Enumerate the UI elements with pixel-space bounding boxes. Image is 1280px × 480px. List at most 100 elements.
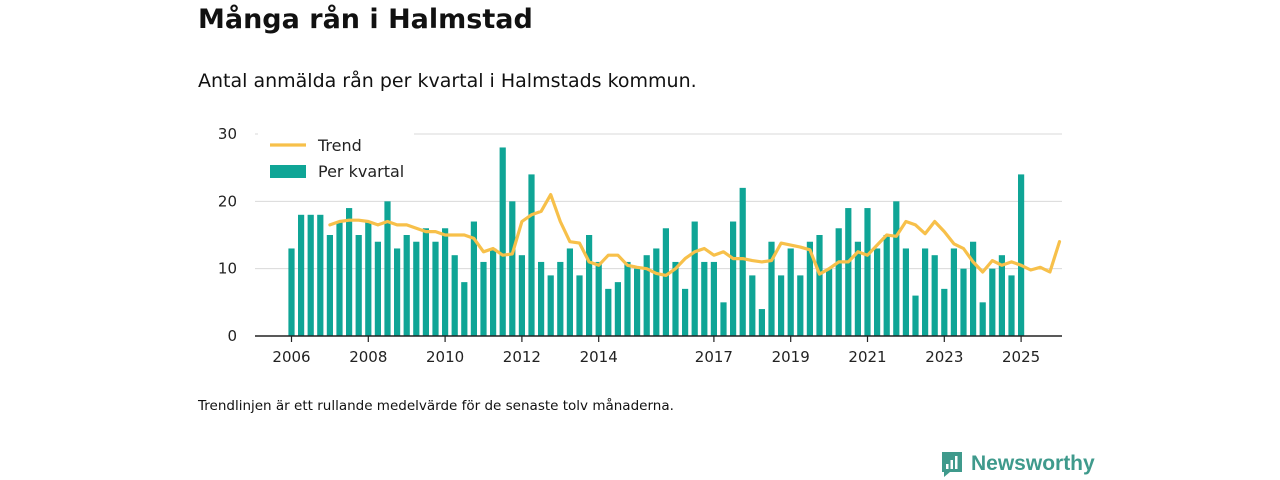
bar [374, 241, 381, 336]
bar [528, 174, 535, 336]
legend-swatch-bars [270, 165, 306, 178]
bar [758, 309, 765, 336]
bar [989, 268, 996, 336]
chart-subtitle: Antal anmälda rån per kvartal i Halmstad… [198, 70, 697, 92]
bar [931, 255, 938, 336]
chart-area: 0 10 20 30 2006 2008 2010 2012 2014 2017 2019 2021 2… [218, 125, 1062, 366]
bar [586, 235, 593, 336]
bar [557, 261, 564, 336]
legend-label-trend: Trend [317, 136, 362, 155]
bar [605, 288, 612, 336]
bar [730, 221, 737, 336]
bar [566, 248, 573, 336]
bar [653, 248, 660, 336]
bar [509, 201, 516, 336]
bar [365, 221, 372, 336]
bar [576, 275, 583, 336]
trend-line [328, 193, 1062, 277]
bar [470, 221, 477, 336]
bar [422, 228, 429, 336]
x-tick-label: 2021 [848, 348, 886, 366]
bar [451, 255, 458, 336]
bar [403, 235, 410, 336]
bar [413, 241, 420, 336]
bar [691, 221, 698, 336]
bar [701, 261, 708, 336]
bar [835, 228, 842, 336]
bar-series [288, 147, 1025, 336]
bar [816, 235, 823, 336]
bar [307, 214, 314, 336]
x-tick-label: 2019 [772, 348, 810, 366]
bar [336, 221, 343, 336]
bar [979, 302, 986, 336]
bar [845, 208, 852, 336]
bar [662, 228, 669, 336]
x-tick-label: 2008 [349, 348, 387, 366]
bar [778, 275, 785, 336]
bar [394, 248, 401, 336]
chart-title: Många rån i Halmstad [198, 4, 533, 35]
bar [384, 201, 391, 336]
bar [480, 261, 487, 336]
bar [634, 268, 641, 336]
x-tick-label: 2012 [503, 348, 541, 366]
bar [432, 241, 439, 336]
y-tick-label: 20 [218, 192, 237, 210]
bar [346, 208, 353, 336]
bar [499, 147, 506, 336]
bar [854, 241, 861, 336]
x-tick-label: 2017 [695, 348, 733, 366]
bar [710, 261, 717, 336]
bar [970, 241, 977, 336]
bar [461, 282, 468, 336]
bar [720, 302, 727, 336]
x-tick-label: 2006 [272, 348, 310, 366]
bar [960, 268, 967, 336]
bar [826, 268, 833, 336]
legend-label-bars: Per kvartal [318, 162, 404, 181]
bar [874, 248, 881, 336]
brand-logo: Newsworthy [940, 450, 1095, 478]
bar [490, 248, 497, 336]
legend: Trend Per kvartal [258, 131, 414, 187]
footnote: Trendlinjen är ett rullande medelvärde f… [198, 398, 674, 414]
trend-series [328, 193, 1062, 277]
bar [922, 248, 929, 336]
bar [614, 282, 621, 336]
bar [806, 241, 813, 336]
bar [787, 248, 794, 336]
bar [595, 261, 602, 336]
bar [672, 261, 679, 336]
bar [941, 288, 948, 336]
y-tick-label: 10 [218, 260, 237, 278]
bar [298, 214, 305, 336]
x-tick-label: 2023 [925, 348, 963, 366]
bar [950, 248, 957, 336]
brand-name: Newsworthy [971, 452, 1095, 475]
bar [998, 255, 1005, 336]
bar [682, 288, 689, 336]
bar [624, 261, 631, 336]
bar [864, 208, 871, 336]
x-tick-label: 2010 [426, 348, 464, 366]
bar [1018, 174, 1025, 336]
bar [883, 235, 890, 336]
bar [288, 248, 295, 336]
x-tick-label: 2025 [1002, 348, 1040, 366]
bar [912, 295, 919, 336]
bar [797, 275, 804, 336]
bar [442, 228, 449, 336]
bar [355, 235, 362, 336]
bar [749, 275, 756, 336]
newsworthy-logo-icon [942, 452, 962, 477]
bar [1008, 275, 1015, 336]
bar [326, 235, 333, 336]
bar [893, 201, 900, 336]
bar [518, 255, 525, 336]
y-tick-label: 0 [227, 327, 237, 345]
bar [902, 248, 909, 336]
bar [538, 261, 545, 336]
x-tick-label: 2014 [580, 348, 618, 366]
bar [547, 275, 554, 336]
